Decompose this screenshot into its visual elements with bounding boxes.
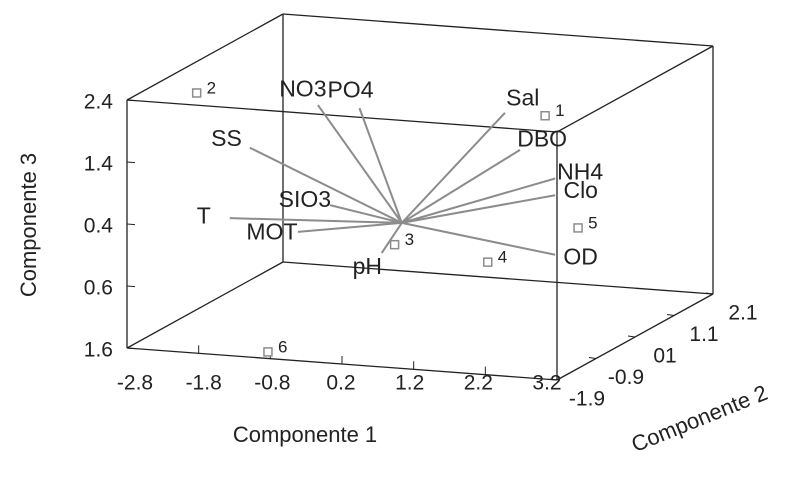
y-tick: [666, 314, 675, 316]
y-tick-label: -0.9: [608, 366, 644, 389]
x-axis-title: Componente 1: [233, 422, 377, 447]
x-tick-label: -0.8: [254, 372, 290, 395]
score-point: [573, 223, 583, 233]
z-tick: [126, 347, 136, 350]
score-point: [263, 347, 273, 357]
loading-label: DBO: [517, 125, 567, 151]
loading-vector: [401, 112, 506, 224]
z-tick-label: 0.6: [84, 277, 113, 300]
score-label: 6: [278, 337, 287, 356]
loading-vector: [401, 221, 556, 256]
x-tick-label: 0.2: [326, 372, 355, 395]
loading-vector: [358, 107, 403, 224]
score-label: 5: [588, 213, 597, 232]
y-tick-label: 1.1: [689, 323, 718, 346]
y-tick: [627, 335, 636, 338]
x-tick-label: -1.8: [186, 372, 222, 395]
loading-label: T: [197, 203, 211, 229]
loading-vector: [297, 221, 402, 233]
z-tick-label: 1.4: [84, 153, 114, 176]
loading-vector: [317, 104, 403, 224]
loading-vector: [380, 222, 403, 254]
score-point: [540, 111, 550, 121]
y-axis-title: Componente 2: [628, 380, 771, 457]
z-tick: [126, 99, 136, 102]
score-point: [483, 257, 493, 267]
score-point: [191, 88, 202, 98]
loading-label: PO4: [327, 76, 373, 102]
box-edge: [556, 45, 714, 133]
box-edge: [282, 261, 714, 295]
z-tick: [126, 161, 136, 164]
x-tick-label: -2.8: [117, 372, 153, 395]
box-edge: [282, 13, 714, 47]
loading-vector: [401, 177, 556, 224]
x-tick-label: 1.2: [395, 372, 424, 395]
loading-label: SS: [211, 125, 242, 151]
loading-label: Sal: [506, 85, 539, 111]
loading-vector: [401, 194, 556, 224]
z-tick: [126, 223, 136, 226]
loading-vector: [329, 204, 403, 224]
y-tick-label: 2.1: [728, 302, 757, 325]
score-point: [389, 239, 400, 250]
y-tick: [588, 357, 597, 359]
z-axis-title: Componente 3: [16, 153, 41, 297]
loading-label: MOT: [246, 219, 297, 245]
loading-vector: [401, 148, 521, 224]
box-edge: [126, 13, 284, 101]
score-label: 4: [498, 248, 507, 267]
loading-vector: [249, 146, 403, 224]
loading-vector: [229, 217, 402, 224]
y-tick: [549, 378, 558, 381]
loading-label: NH4: [557, 159, 603, 185]
loading-label: OD: [563, 243, 598, 269]
score-label: 1: [555, 101, 564, 120]
loading-label: Clo: [563, 177, 598, 203]
loading-label: NO3: [279, 75, 326, 101]
z-tick-label: 1.6: [84, 339, 113, 362]
y-tick-label: -1.9: [569, 388, 605, 411]
loading-label: pH: [353, 253, 382, 279]
loading-label: SIO3: [279, 186, 331, 212]
box-edge: [126, 261, 284, 349]
z-tick-label: 2.4: [84, 91, 114, 114]
score-label: 2: [207, 78, 216, 97]
z-tick: [126, 285, 136, 288]
x-tick-label: 3.2: [532, 372, 561, 395]
box-edge: [126, 99, 558, 133]
y-tick-label: 01: [653, 345, 676, 368]
y-tick: [705, 292, 714, 295]
z-tick-label: 0.4: [84, 215, 114, 238]
score-label: 3: [405, 230, 414, 249]
x-tick-label: 2.2: [464, 372, 493, 395]
